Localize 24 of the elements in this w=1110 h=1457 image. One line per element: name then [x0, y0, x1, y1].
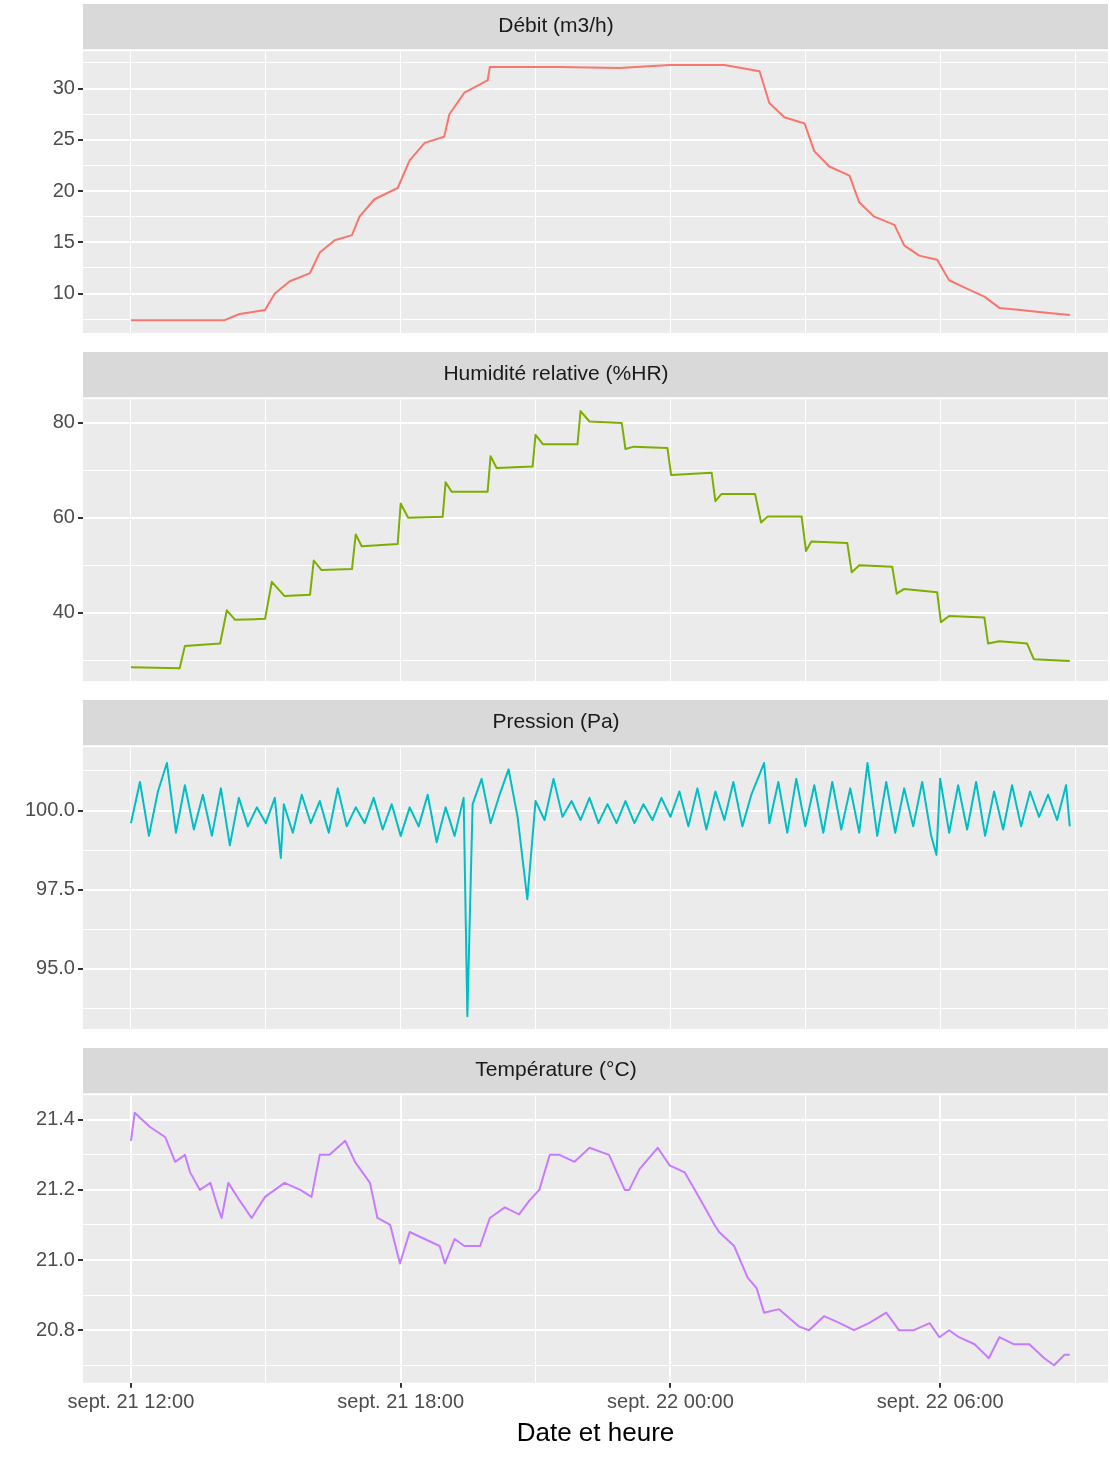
y-tick-label: 97.5	[36, 877, 75, 900]
y-tick-label: 15	[52, 229, 75, 252]
y-tick-label: 21.4	[36, 1107, 75, 1130]
y-tick-label: 21.2	[36, 1177, 75, 1200]
y-tick-label: 60	[52, 505, 75, 528]
chart-title: Pression (Pa)	[492, 709, 620, 733]
y-tick-label: 25	[52, 127, 75, 150]
y-tick-label: 20	[52, 178, 75, 201]
x-axis-title: Date et heure	[516, 1416, 675, 1447]
y-tick-label: 21.0	[36, 1247, 75, 1270]
chart-title: Température (°C)	[475, 1057, 637, 1081]
x-tick-label: sept. 22 00:00	[607, 1390, 734, 1413]
y-tick-label: 40	[52, 600, 75, 623]
y-tick-label: 20.8	[36, 1317, 75, 1340]
y-tick-label: 10	[52, 281, 75, 304]
y-tick-label: 95.0	[36, 956, 75, 979]
y-tick-label: 100.0	[24, 798, 75, 821]
chart-title: Débit (m3/h)	[498, 13, 614, 37]
x-tick-label: sept. 22 06:00	[876, 1390, 1004, 1413]
x-tick-label: sept. 21 18:00	[337, 1390, 465, 1413]
y-tick-label: 30	[52, 76, 75, 99]
y-tick-label: 80	[52, 410, 75, 433]
chart-title: Humidité relative (%HR)	[443, 361, 669, 385]
x-tick-label: sept. 21 12:00	[67, 1390, 195, 1413]
